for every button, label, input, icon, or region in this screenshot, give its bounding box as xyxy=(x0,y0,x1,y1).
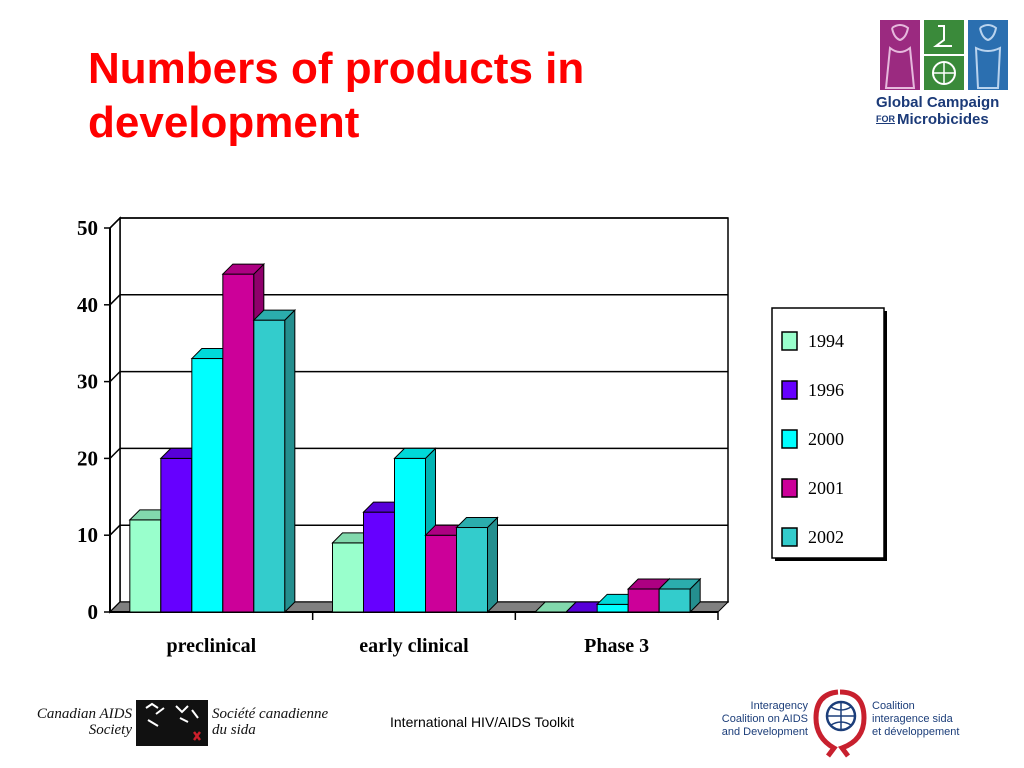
icad-logo-left-line-2: Coalition on AIDS xyxy=(721,713,808,725)
bar-1-0-front xyxy=(332,542,364,613)
ytick-label-20: 20 xyxy=(77,446,98,470)
bar-2-3-front xyxy=(627,588,660,613)
icad-logo-left-line-1: Interagency xyxy=(750,700,808,712)
cas-logo: Canadian AIDS Society Société canadienne… xyxy=(20,700,350,750)
legend-label-1: 1996 xyxy=(808,380,844,400)
legend-swatch-0 xyxy=(781,331,798,351)
bar-0-0-front xyxy=(129,519,162,613)
gridline-side-40 xyxy=(109,294,121,306)
bar-chart: 0 10 20 30 40 50 preclinical early clinical Phas… xyxy=(77,216,887,657)
gridline-side-30 xyxy=(109,371,121,383)
legend-swatch-4 xyxy=(781,527,798,547)
gcm-logo: Global Campaign FOR Microbicides xyxy=(876,18,1012,138)
cas-logo-figures-icon xyxy=(136,700,208,746)
icad-logo-right-line-3: et développement xyxy=(872,726,960,738)
legend-label-0: 1994 xyxy=(808,331,844,351)
chart-side-wall xyxy=(109,216,121,614)
bar-0-1-front xyxy=(160,457,193,613)
gcm-logo-line-2: Microbicides xyxy=(897,111,989,128)
icad-logo-left-line-3: and Development xyxy=(721,726,808,738)
legend-swatch-2 xyxy=(781,429,798,449)
gcm-logo-figures-icon xyxy=(884,24,1002,89)
cas-logo-fr-line-2: du sida xyxy=(212,722,256,738)
bar-2-2-front xyxy=(596,603,629,613)
icad-logo-french: Coalition interagence sida et développem… xyxy=(872,700,1012,739)
ytick-label-40: 40 xyxy=(77,293,98,317)
cas-logo-en-line-1: Canadian AIDS xyxy=(36,706,132,722)
footer-toolkit-label: International HIV/AIDS Toolkit xyxy=(390,714,575,730)
legend-label-2: 2000 xyxy=(808,429,844,449)
bar-1-4-top xyxy=(455,517,499,529)
gridline-side-50 xyxy=(109,217,121,229)
bar-0-4-front xyxy=(253,319,286,613)
bar-1-4-front xyxy=(456,527,488,613)
cas-logo-en-line-2: Society xyxy=(88,722,132,738)
cas-logo-fr-line-1: Société canadienne xyxy=(212,706,329,722)
ytick-label-10: 10 xyxy=(77,523,98,547)
cas-logo-french: Société canadienne du sida xyxy=(212,706,352,738)
gcm-logo-text: Global Campaign FOR Microbicides xyxy=(876,94,1012,128)
xtick-label-1: early clinical xyxy=(359,635,469,657)
gcm-logo-cell-man xyxy=(968,20,1008,90)
bar-0-3-front xyxy=(222,273,255,613)
gcm-logo-mark xyxy=(880,20,1008,92)
bar-1-2-top xyxy=(393,447,437,459)
ytick-label-50: 50 xyxy=(77,216,98,240)
ytick-label-0: 0 xyxy=(88,600,99,624)
slide-title: Numbers of products in development xyxy=(88,42,788,150)
bar-0-4-top xyxy=(252,309,297,321)
xtick-label-0: preclinical xyxy=(167,635,257,657)
cas-logo-english: Canadian AIDS Society xyxy=(20,706,132,738)
bar-1-1-front xyxy=(363,511,395,613)
gridline-side-20 xyxy=(109,447,121,459)
gcm-logo-line-1: Global Campaign xyxy=(876,94,1000,111)
icad-logo-english: Interagency Coalition on AIDS and Develo… xyxy=(716,700,808,739)
bar-1-3-front xyxy=(425,534,457,613)
legend-swatch-3 xyxy=(781,478,798,498)
bar-2-4-front xyxy=(658,588,691,613)
ytick-label-30: 30 xyxy=(77,370,98,394)
icad-logo-right-line-1: Coalition xyxy=(872,700,915,712)
icad-logo: Interagency Coalition on AIDS and Develo… xyxy=(716,688,1016,758)
bar-2-4-top xyxy=(657,578,702,590)
bar-1-2-front xyxy=(394,457,426,613)
legend-label-4: 2002 xyxy=(808,527,844,547)
title-line-1: Numbers of products in xyxy=(88,44,585,93)
icad-logo-right-line-2: interagence sida xyxy=(872,713,953,725)
bar-1-4-side xyxy=(487,516,498,614)
icad-ribbon-globe-icon xyxy=(813,689,867,758)
legend-label-3: 2001 xyxy=(808,478,844,498)
bar-0-2-front xyxy=(191,358,224,613)
gcm-logo-for: FOR xyxy=(876,114,895,124)
legend-swatch-1 xyxy=(781,380,798,400)
bar-0-3-top xyxy=(221,263,266,275)
title-line-2: development xyxy=(88,98,360,147)
gridline-side-10 xyxy=(109,524,121,536)
xtick-label-2: Phase 3 xyxy=(584,635,649,657)
bar-0-4-side xyxy=(284,308,296,614)
